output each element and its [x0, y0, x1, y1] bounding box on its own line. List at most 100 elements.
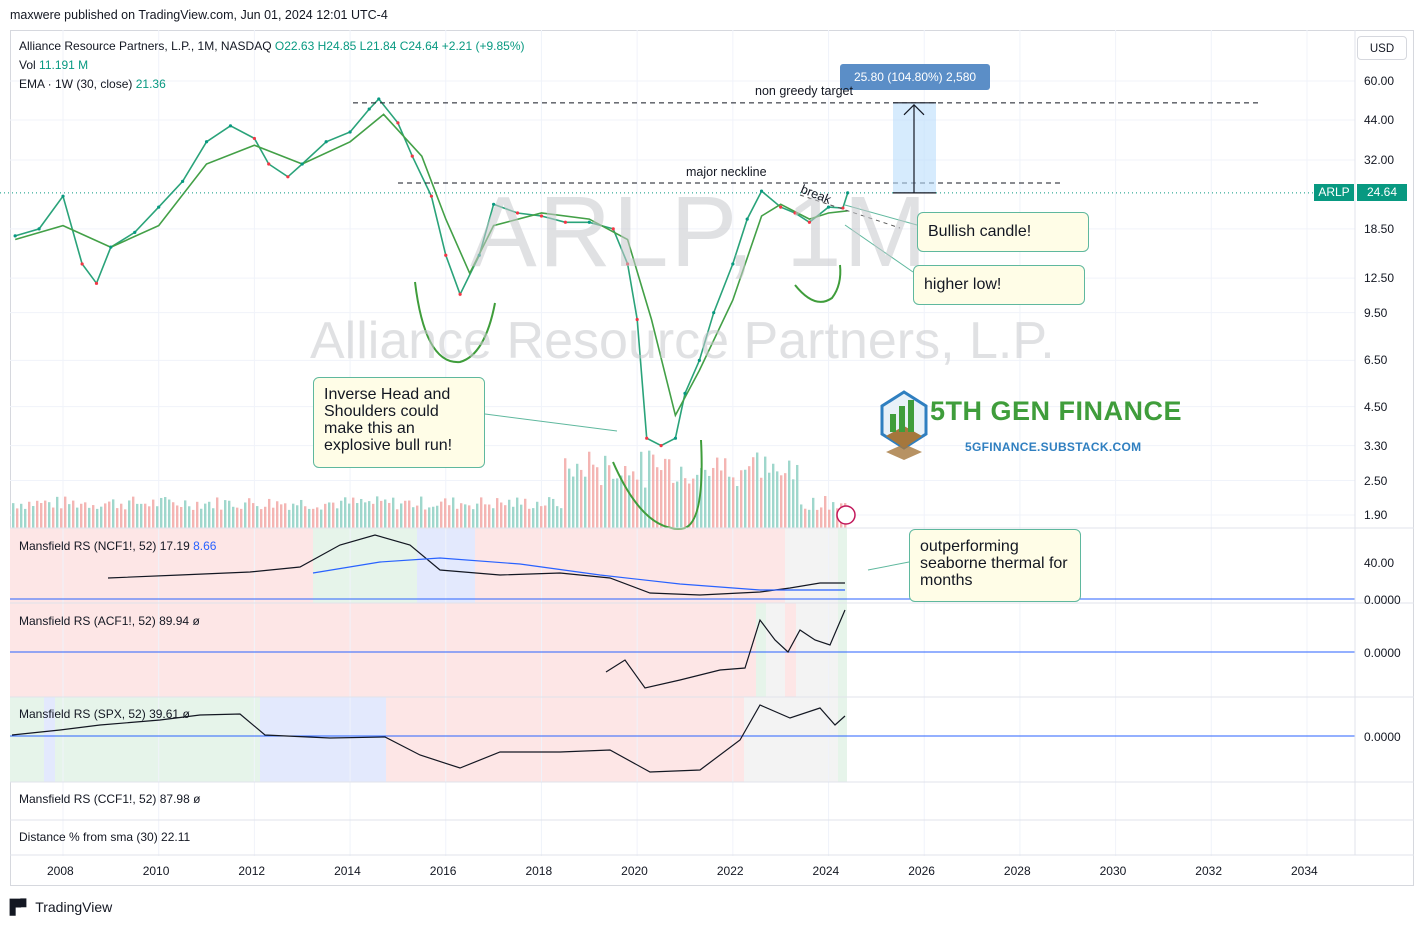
legend-volume[interactable]: Vol 11.191 M	[19, 58, 88, 72]
pointer-higher-low	[844, 224, 914, 273]
right-shoulder-curve[interactable]	[794, 264, 842, 303]
callout-inverse-hs[interactable]: Inverse Head and Shoulders could make th…	[313, 377, 485, 468]
ind-ccf-name: Mansfield RS (CCF1!, 52)	[19, 792, 157, 806]
y-tick-label: 60.00	[1364, 74, 1395, 88]
ind-ncf-name: Mansfield RS (NCF1!, 52)	[19, 539, 157, 553]
volume-bar	[484, 504, 487, 528]
pointer-outperform	[867, 561, 910, 571]
volume-bar	[696, 474, 699, 528]
volume-bar	[572, 476, 575, 528]
volume-bar	[748, 466, 751, 528]
alert-lightning-icon[interactable]	[836, 505, 856, 525]
volume-bar	[160, 497, 163, 528]
y-tick-label: 9.50	[1364, 305, 1388, 320]
volume-bar	[468, 505, 471, 528]
volume-bar	[340, 500, 343, 528]
callout-higher-low[interactable]: higher low!	[913, 265, 1085, 305]
ind-acf-label[interactable]: Mansfield RS (ACF1!, 52) 89.94 ø	[19, 614, 200, 628]
volume-bar	[176, 505, 179, 528]
price-point	[61, 194, 65, 198]
volume-bar	[264, 506, 267, 528]
price-point	[779, 205, 783, 209]
price-point	[731, 262, 735, 266]
volume-bar	[88, 507, 91, 528]
indicator-band-1-5	[838, 603, 847, 697]
tradingview-logo[interactable]: ▛▘ TradingView	[10, 899, 112, 916]
pointer-inverse-hs	[484, 413, 618, 432]
break-line[interactable]	[799, 194, 901, 229]
volume-bar	[520, 504, 523, 528]
callout-outperform[interactable]: outperforming seaborne thermal for month…	[909, 529, 1081, 602]
volume-bar	[96, 508, 99, 528]
volume-bar	[356, 503, 359, 528]
volume-bar	[624, 466, 627, 528]
volume-bar	[504, 505, 507, 528]
indicator-band-0-4	[785, 528, 838, 603]
x-tick-label: 2028	[1003, 864, 1031, 878]
ind1-rs-line[interactable]	[107, 534, 845, 596]
volume-bar	[312, 508, 315, 528]
volume-bar	[744, 469, 747, 528]
indicator-band-2-6	[838, 697, 847, 782]
chart-frame[interactable]	[10, 30, 1414, 886]
ind1-ma-line[interactable]	[312, 557, 845, 591]
indicator-band-2-4	[386, 697, 744, 782]
volume-bar	[212, 508, 215, 528]
volume-bar	[568, 468, 571, 528]
volume-bar	[408, 500, 411, 528]
left-shoulder-curve[interactable]	[414, 281, 496, 364]
currency-button[interactable]: USD	[1357, 36, 1407, 60]
volume-bar	[600, 485, 603, 528]
x-tick-label: 2016	[429, 864, 457, 878]
volume-bar	[480, 497, 483, 528]
price-point	[377, 97, 381, 101]
ema-label: EMA · 1W (30, close)	[19, 77, 133, 91]
volume-bar	[28, 501, 31, 528]
tradingview-icon: ▛▘	[10, 899, 32, 915]
volume-bar	[792, 479, 795, 528]
non-greedy-label: non greedy target	[755, 84, 853, 98]
volume-bar	[832, 502, 835, 528]
volume-bar	[556, 506, 559, 528]
x-tick-label: 2020	[621, 864, 648, 878]
ind-distance-label[interactable]: Distance % from sma (30) 22.11	[19, 830, 190, 844]
volume-bar	[332, 502, 335, 528]
callout-bullish[interactable]: Bullish candle!	[917, 212, 1089, 252]
volume-bar	[464, 504, 467, 528]
legend-ema[interactable]: EMA · 1W (30, close) 21.36	[19, 77, 166, 91]
ema-series-line[interactable]	[14, 113, 848, 418]
volume-bar	[52, 507, 55, 528]
legend-close: C24.64	[399, 39, 439, 53]
volume-bar	[680, 466, 683, 528]
volume-bar	[544, 505, 547, 528]
legend-main[interactable]: Alliance Resource Partners, L.P., 1M, NA…	[19, 39, 525, 53]
volume-bar	[316, 507, 319, 528]
volume-bar	[496, 498, 499, 528]
indicator-band-0-5	[838, 528, 847, 603]
volume-bar	[752, 457, 755, 528]
volume-bar	[396, 509, 399, 528]
price-point	[267, 162, 271, 166]
ind2-rs-line[interactable]	[605, 609, 846, 689]
volume-bar	[372, 503, 375, 528]
x-tick-label: 2030	[1099, 864, 1127, 878]
volume-bar	[448, 505, 451, 528]
ind3-rs-line[interactable]	[11, 704, 846, 773]
ind-ncf-v2: 8.66	[193, 539, 217, 553]
volume-bar	[284, 503, 287, 528]
volume-bar	[560, 508, 563, 528]
ind-ccf-label[interactable]: Mansfield RS (CCF1!, 52) 87.98 ø	[19, 792, 200, 806]
volume-bar	[756, 452, 759, 528]
volume-bar	[344, 497, 347, 528]
volume-bar	[784, 473, 787, 528]
ind-ncf-label[interactable]: Mansfield RS (NCF1!, 52) 17.19 8.66	[19, 539, 216, 553]
price-point	[429, 194, 434, 198]
price-point	[300, 162, 304, 166]
volume-bar	[388, 502, 391, 528]
volume-bar	[684, 478, 687, 528]
price-point	[659, 444, 663, 448]
ind-spx-label[interactable]: Mansfield RS (SPX, 52) 39.61 ø	[19, 707, 190, 721]
last-price-tag: 24.64	[1357, 184, 1407, 201]
volume-bar	[348, 503, 351, 528]
